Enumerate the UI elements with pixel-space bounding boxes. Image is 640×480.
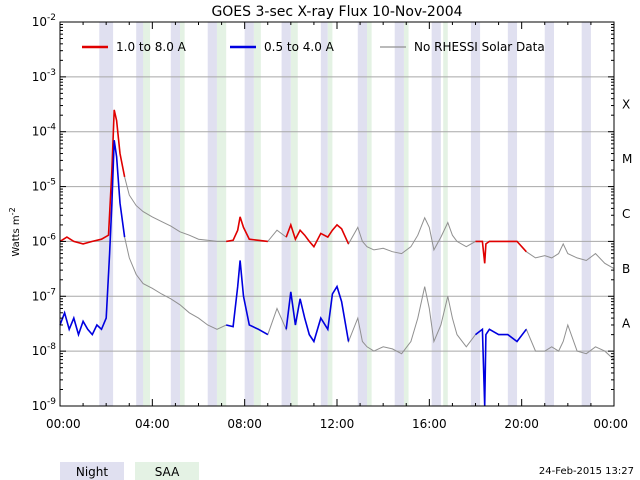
night-band <box>581 22 591 406</box>
footer-swatch <box>60 462 124 480</box>
x-tick-label: 04:00 <box>135 417 170 431</box>
y-tick-exponent: -9 <box>47 397 56 407</box>
x-tick-label: 12:00 <box>320 417 355 431</box>
y-tick-mantissa: 10 <box>32 289 47 303</box>
night-band <box>281 22 291 406</box>
night-band <box>394 22 404 406</box>
y-tick-mantissa: 10 <box>32 70 47 84</box>
night-band <box>431 22 441 406</box>
x-tick-label: 00:00 <box>593 417 628 431</box>
night-band <box>99 22 114 406</box>
series-long-line <box>59 109 126 245</box>
decade-grid-lines <box>60 76 614 352</box>
y-tick-exponent: -7 <box>47 287 56 297</box>
night-band <box>470 22 481 406</box>
saa-band <box>253 22 261 406</box>
legend-label: 1.0 to 8.0 A <box>116 40 187 54</box>
y-tick-mantissa: 10 <box>32 15 47 29</box>
footer-label: Night <box>76 465 109 479</box>
night-saa-bands <box>99 22 591 406</box>
saa-band <box>403 22 409 406</box>
x-tick-label: 08:00 <box>227 417 262 431</box>
timestamp: 24-Feb-2015 13:27 <box>539 466 634 477</box>
y-axis-label-exponent: -2 <box>8 207 17 215</box>
series-short-line <box>285 284 350 344</box>
series-short-line <box>59 140 126 338</box>
axis-ticks <box>59 21 615 407</box>
series-long-line <box>475 240 527 264</box>
flare-class-label: B <box>622 262 630 276</box>
y-tick-label: 10-8 <box>32 342 57 358</box>
flare-class-label: X <box>622 97 630 111</box>
saa-band <box>443 22 448 406</box>
y-tick-exponent: -4 <box>47 123 56 133</box>
y-tick-label: 10-9 <box>32 397 57 413</box>
y-tick-mantissa: 10 <box>32 180 47 194</box>
series-short-line <box>475 327 527 407</box>
legend-label: 0.5 to 4.0 A <box>264 40 335 54</box>
flare-class-label: C <box>622 207 630 221</box>
night-band <box>207 22 217 406</box>
flux-series <box>59 109 615 407</box>
y-tick-labels: 10-910-810-710-610-510-410-310-2 <box>32 13 57 413</box>
y-tick-mantissa: 10 <box>32 234 47 248</box>
x-tick-label: 20:00 <box>504 417 539 431</box>
legend-label: No RHESSI Solar Data <box>414 40 545 54</box>
y-tick-exponent: -2 <box>47 13 56 23</box>
saa-band <box>290 22 298 406</box>
flare-class-labels: A B C M X <box>622 97 632 330</box>
night-band <box>136 22 146 406</box>
y-tick-label: 10-7 <box>32 287 56 303</box>
night-band <box>170 22 181 406</box>
footer-label: SAA <box>155 465 180 479</box>
y-axis-label-base: Watts m <box>11 215 22 256</box>
saa-band <box>216 22 227 406</box>
series-short-line <box>226 260 269 336</box>
flare-class-label: A <box>622 317 631 331</box>
y-tick-mantissa: 10 <box>32 344 47 358</box>
y-tick-exponent: -5 <box>47 178 56 188</box>
saa-band <box>327 22 333 406</box>
saa-band <box>367 22 372 406</box>
y-tick-label: 10-5 <box>32 178 56 194</box>
y-tick-label: 10-3 <box>32 68 56 84</box>
saa-band <box>180 22 185 406</box>
footer-legend: Night SAA <box>60 462 199 480</box>
series-long-line <box>285 222 350 249</box>
y-tick-mantissa: 10 <box>32 399 47 413</box>
y-tick-exponent: -8 <box>47 342 56 352</box>
x-tick-label: 16:00 <box>412 417 447 431</box>
chart-title: GOES 3-sec X-ray Flux 10-Nov-2004 <box>211 4 462 20</box>
y-tick-label: 10-6 <box>32 232 57 248</box>
night-band <box>544 22 554 406</box>
night-band <box>507 22 518 406</box>
y-tick-exponent: -3 <box>47 68 56 78</box>
night-band <box>244 22 254 406</box>
night-band <box>357 22 368 406</box>
y-tick-mantissa: 10 <box>32 125 47 139</box>
flare-class-label: M <box>622 152 632 166</box>
series-long-line <box>226 216 268 243</box>
y-tick-label: 10-2 <box>32 13 56 29</box>
y-axis-label: Watts m-2 <box>8 207 22 256</box>
night-band <box>320 22 328 406</box>
x-tick-labels: 00:00 04:00 08:00 12:00 16:00 20:00 00:00 <box>46 417 628 431</box>
y-tick-exponent: -6 <box>47 232 56 242</box>
footer-swatch <box>135 462 199 480</box>
y-tick-label: 10-4 <box>32 123 57 139</box>
legend: 1.0 to 8.0 A 0.5 to 4.0 A No RHESSI Solar … <box>82 40 545 54</box>
x-tick-label: 00:00 <box>46 417 81 431</box>
